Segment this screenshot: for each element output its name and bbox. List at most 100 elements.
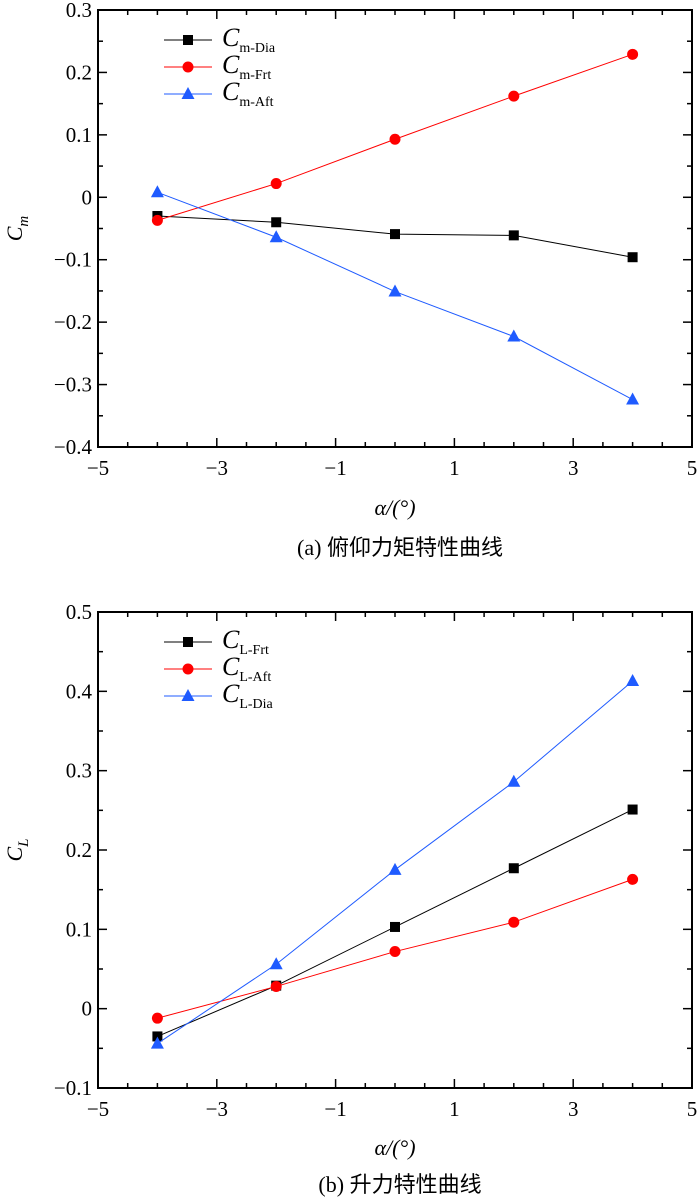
legend-label-sub: L-Dia (239, 697, 273, 712)
x-tick-label: 5 (687, 1097, 698, 1121)
legend-label-main: C (222, 652, 240, 681)
data-point-circle (627, 873, 639, 885)
x-tick-label: 1 (449, 1097, 460, 1121)
data-point-square (271, 217, 282, 228)
y-axis-label-sub: L (16, 838, 32, 847)
data-point-circle (508, 916, 520, 928)
y-axis-label-text: CL (2, 838, 32, 861)
y-tick-label: 0.1 (66, 123, 92, 147)
x-tick-label: −1 (324, 1097, 346, 1121)
data-point-square (152, 1031, 163, 1042)
y-tick-label: 0.1 (66, 917, 92, 941)
data-point-circle (270, 178, 282, 190)
y-tick-label: −0.1 (54, 1076, 92, 1100)
y-tick-label: 0 (82, 185, 93, 209)
data-point-square (508, 230, 519, 241)
x-tick-label: −1 (324, 456, 346, 480)
data-point-circle (627, 48, 639, 60)
legend-label-main: C (222, 50, 240, 79)
data-point-circle (508, 90, 520, 102)
legend-item: Cm-Dia (164, 23, 276, 56)
chart-pitch-moment: −5 −3 −1 1 3 5 −0.4 −0.3 −0.2 −0.1 0 0.1 0.2 0.3 α/(°)… (2, 0, 697, 560)
data-point-triangle (150, 1036, 164, 1049)
legend-label: CL-Frt (222, 625, 269, 658)
y-tick-label: −0.1 (54, 248, 92, 272)
legend-item: CL-Aft (164, 652, 271, 685)
data-point-square (390, 921, 400, 932)
legend-label: Cm-Aft (222, 77, 274, 110)
data-point-triangle (150, 185, 164, 198)
chart-lift: −5 −3 −1 1 3 5−0.100.10.20.30.40.5α/(°)CL(b) … (2, 600, 697, 1197)
data-point-triangle (181, 689, 195, 701)
plot-frame (97, 611, 693, 1089)
legend-label: Cm-Frt (222, 50, 271, 83)
y-tick-label: 0 (82, 997, 93, 1021)
series-m-frt (151, 48, 639, 226)
legend-item: Cm-Frt (164, 50, 271, 83)
x-tick-label: −3 (206, 456, 228, 480)
series-l-dia (150, 674, 640, 1049)
y-tick-label: −0.2 (54, 310, 92, 334)
legend-label-main: C (222, 679, 240, 708)
legend-label-main: C (222, 23, 240, 52)
figure-caption: (b) 升力特性曲线 (318, 1172, 481, 1197)
legend-label-sub: m-Aft (239, 95, 273, 110)
y-axis-label-text: Cm (2, 216, 32, 242)
data-point-triangle (388, 284, 402, 297)
y-tick-label: 0.5 (66, 600, 92, 624)
x-tick-label: 1 (449, 456, 460, 480)
data-point-triangle (626, 674, 640, 687)
data-point-square (390, 229, 400, 240)
data-point-triangle (269, 957, 283, 970)
legend-label: CL-Aft (222, 652, 271, 685)
x-tick-label: 5 (687, 456, 698, 480)
data-point-square (627, 252, 638, 263)
data-point-square (627, 804, 638, 815)
series-m-aft (150, 185, 640, 405)
y-axis-label-main: C (2, 226, 27, 241)
data-point-square (508, 863, 519, 874)
x-tick-label: −3 (206, 1097, 228, 1121)
legend-item: Cm-Aft (164, 77, 274, 110)
legend-label-sub: m-Frt (239, 68, 271, 83)
data-point-circle (270, 980, 282, 992)
data-point-triangle (626, 392, 640, 405)
data-point-square (183, 35, 193, 45)
legend-label-sub: m-Dia (239, 41, 276, 56)
y-tick-label: −0.3 (54, 373, 92, 397)
data-point-circle (389, 133, 401, 145)
y-axis-label: Cm (2, 216, 32, 242)
data-point-triangle (388, 862, 402, 875)
legend-label-sub: L-Frt (239, 643, 269, 658)
x-tick-label: 3 (568, 1097, 579, 1121)
series-l-aft (151, 873, 639, 1024)
legend-label-sub: L-Aft (239, 670, 271, 685)
legend-label-main: C (222, 625, 240, 654)
x-axis-label: α/(°) (374, 495, 415, 520)
x-axis-label: α/(°) (374, 1135, 415, 1160)
series-m-dia (152, 211, 638, 263)
y-axis-label-sub: m (16, 216, 32, 227)
y-tick-label: 0.2 (66, 838, 92, 862)
x-tick-label: 3 (568, 456, 579, 480)
plot-frame (97, 9, 693, 448)
y-tick-label: 0.3 (66, 759, 92, 783)
data-point-square (183, 637, 193, 647)
data-point-triangle (507, 329, 521, 342)
y-tick-label: 0.2 (66, 60, 92, 84)
legend-label: CL-Dia (222, 679, 274, 712)
legend-item: CL-Frt (164, 625, 269, 658)
legend-item: CL-Dia (164, 679, 274, 712)
data-point-circle (151, 1012, 163, 1024)
data-point-triangle (507, 774, 521, 787)
data-point-circle (182, 61, 194, 73)
x-tick-label: −5 (87, 1097, 109, 1121)
y-tick-label: 0.3 (66, 0, 92, 22)
data-point-circle (151, 214, 163, 226)
data-point-triangle (269, 230, 283, 243)
data-point-circle (389, 946, 401, 958)
y-tick-label: −0.4 (54, 435, 93, 459)
y-tick-label: 0.4 (66, 679, 93, 703)
legend-label: Cm-Dia (222, 23, 276, 56)
